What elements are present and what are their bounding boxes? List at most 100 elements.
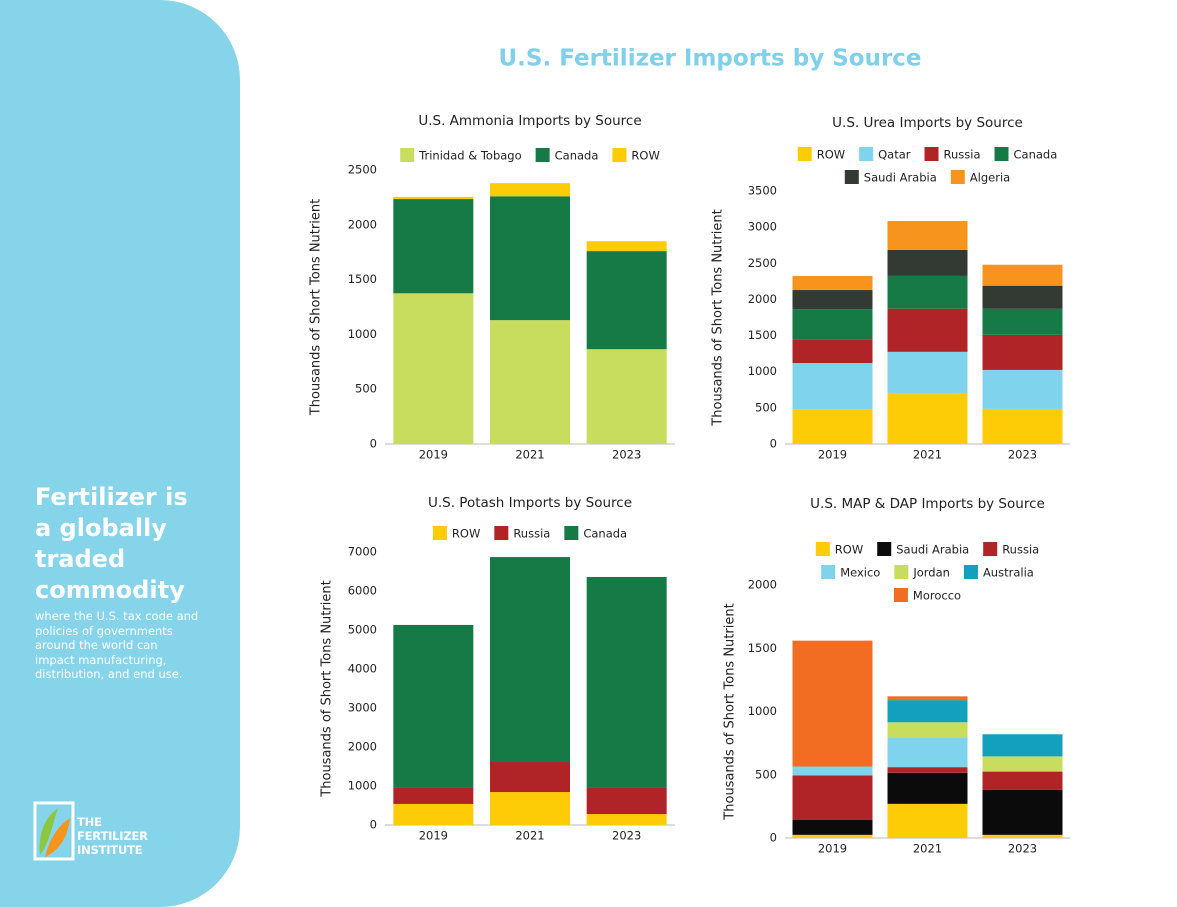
bar-segment: [586, 349, 667, 444]
legend-label: Saudi Arabia: [864, 171, 937, 185]
legend-item: Algeria: [950, 170, 1010, 185]
y-tick-label: 3000: [348, 701, 377, 715]
legend-item: Russia: [983, 542, 1039, 557]
legend-label: Saudi Arabia: [896, 543, 969, 557]
bar-segment: [792, 640, 873, 767]
legend-item: Qatar: [859, 147, 911, 162]
legend-label: ROW: [452, 527, 480, 541]
legend-item: Canada: [994, 147, 1057, 162]
y-tick-label: 0: [370, 437, 377, 451]
legend-item: Saudi Arabia: [877, 542, 969, 557]
y-tick-label: 6000: [348, 584, 377, 598]
legend-swatch: [564, 526, 579, 540]
y-tick-label: 2000: [348, 740, 377, 754]
y-tick-label: 0: [770, 437, 777, 451]
legend-item: ROW: [797, 147, 845, 162]
y-tick-label: 500: [355, 382, 377, 396]
y-tick-label: 3500: [748, 184, 777, 198]
legend-swatch: [859, 147, 874, 161]
legend-label: Russia: [944, 148, 981, 162]
sidebar: [0, 0, 240, 907]
legend-label: Morocco: [913, 589, 961, 603]
legend-item: Russia: [494, 526, 550, 541]
bar-segment: [792, 363, 873, 410]
y-tick-label: 5000: [348, 623, 377, 637]
bar-segment: [982, 334, 1063, 370]
legend-label: ROW: [631, 149, 659, 163]
y-tick-label: 7000: [348, 545, 377, 559]
y-axis-label: Thousands of Short Tons Nutrient: [723, 603, 738, 820]
chart-title: U.S. Urea Imports by Source: [832, 115, 1023, 131]
bar-segment: [586, 576, 667, 788]
legend-label: Algeria: [970, 171, 1010, 185]
y-tick-label: 1500: [748, 641, 777, 655]
x-tick-label: 2023: [612, 448, 641, 462]
logo-line: THE: [77, 815, 102, 829]
legend-swatch: [877, 542, 892, 556]
y-tick-label: 2000: [748, 578, 777, 592]
legend-label: Mexico: [840, 566, 880, 580]
legend-item: ROW: [612, 148, 660, 163]
bar-segment: [982, 369, 1063, 409]
x-tick-label: 2019: [419, 829, 448, 843]
legend-label: Trinidad & Tobago: [418, 149, 521, 163]
bar-segment: [887, 700, 968, 723]
legend-swatch: [963, 565, 978, 579]
x-tick-label: 2019: [419, 448, 448, 462]
bar-segment: [887, 722, 968, 738]
bar-segment: [586, 787, 667, 815]
logo-icon: [33, 801, 75, 861]
y-tick-label: 1000: [748, 704, 777, 718]
y-tick-label: 500: [755, 400, 777, 414]
legend-swatch: [924, 147, 939, 161]
bar-segment: [792, 775, 873, 820]
logo-text: THE FERTILIZER INSTITUTE: [77, 815, 148, 857]
legend-swatch: [893, 588, 908, 602]
y-tick-label: 1000: [348, 327, 377, 341]
y-tick-label: 1500: [748, 328, 777, 342]
y-tick-label: 1000: [748, 364, 777, 378]
bar-segment: [887, 767, 968, 773]
x-tick-label: 2019: [818, 842, 847, 856]
legend-item: Canada: [564, 526, 627, 541]
legend-swatch: [815, 542, 830, 556]
legend-swatch: [494, 526, 509, 540]
legend-item: ROW: [432, 526, 480, 541]
legend-label: Russia: [1002, 543, 1039, 557]
legend-swatch: [994, 147, 1009, 161]
bar-segment: [792, 409, 873, 444]
legend-label: Russia: [513, 527, 550, 541]
bar-segment: [490, 557, 570, 763]
legend-swatch: [844, 170, 859, 184]
sidebar-body: where the U.S. tax code and policies of …: [35, 609, 199, 681]
bar-segment: [887, 393, 968, 444]
y-axis-label: Thousands of Short Tons Nutrient: [711, 209, 726, 426]
bar-segment: [887, 803, 968, 838]
bar-segment: [586, 251, 667, 350]
bar-segment: [792, 819, 873, 835]
bar-segment: [586, 814, 667, 825]
legend-item: ROW: [815, 542, 863, 557]
legend: Trinidad & Tobago Canada ROW: [400, 148, 660, 163]
legend-label: Canada: [555, 149, 599, 163]
legend-item: Saudi Arabia: [844, 170, 937, 185]
bar-segment: [490, 196, 570, 321]
legend-swatch: [797, 147, 812, 161]
y-axis-label: Thousands of Short Tons Nutrient: [320, 580, 335, 797]
bar-segment: [887, 696, 968, 701]
legend-swatch: [983, 542, 998, 556]
y-tick-label: 2500: [348, 163, 377, 177]
page-title: U.S. Fertilizer Imports by Source: [498, 46, 921, 72]
legend: ROW Russia Canada: [432, 526, 627, 541]
bar-segment: [887, 351, 968, 394]
x-tick-label: 2021: [913, 842, 942, 856]
bar-segment: [393, 199, 474, 294]
bar-segment: [490, 320, 570, 444]
legend-item: Canada: [535, 148, 599, 163]
bar-segment: [982, 789, 1063, 835]
legend-label: Canada: [583, 527, 627, 541]
legend-swatch: [894, 565, 909, 579]
bar-segment: [393, 196, 474, 200]
